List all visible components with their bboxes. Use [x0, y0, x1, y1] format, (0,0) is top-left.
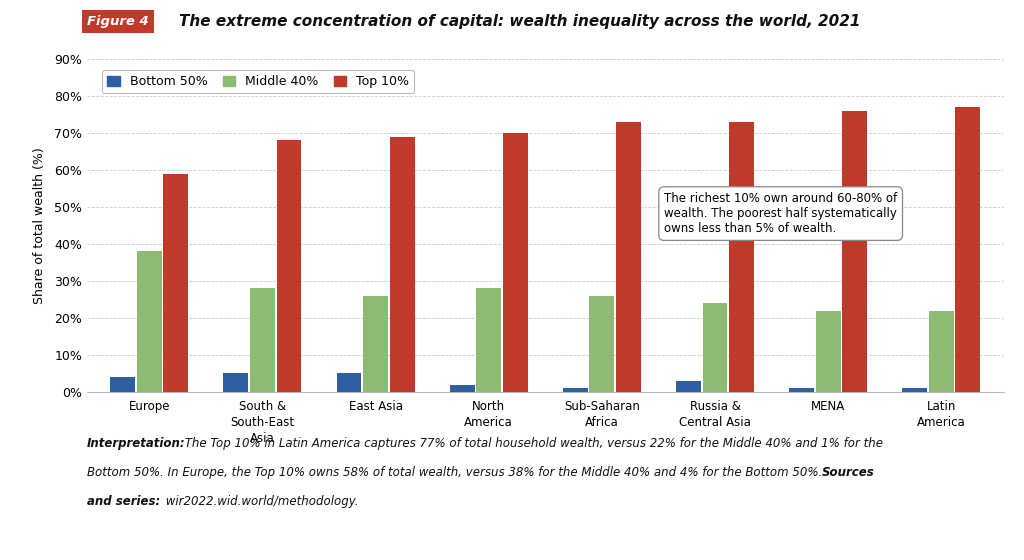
- Bar: [476, 288, 501, 392]
- Bar: [902, 388, 927, 392]
- Bar: [929, 311, 953, 392]
- Bar: [790, 388, 814, 392]
- Bar: [676, 381, 700, 392]
- Bar: [337, 374, 361, 392]
- Text: Figure 4: Figure 4: [87, 15, 148, 28]
- Y-axis label: Share of total wealth (%): Share of total wealth (%): [33, 147, 46, 304]
- Text: wir2022.wid.world/methodology.: wir2022.wid.world/methodology.: [162, 495, 358, 508]
- Text: The Top 10% in Latin America captures 77% of total household wealth, versus 22% : The Top 10% in Latin America captures 77…: [181, 437, 884, 450]
- Text: Sources: Sources: [822, 466, 876, 479]
- Text: Bottom 50%. In Europe, the Top 10% owns 58% of total wealth, versus 38% for the : Bottom 50%. In Europe, the Top 10% owns …: [87, 466, 826, 479]
- Legend: Bottom 50%, Middle 40%, Top 10%: Bottom 50%, Middle 40%, Top 10%: [102, 70, 414, 93]
- Bar: [616, 122, 641, 392]
- Bar: [816, 311, 841, 392]
- Bar: [503, 133, 527, 392]
- Text: The richest 10% own around 60-80% of
wealth. The poorest half systematically
own: The richest 10% own around 60-80% of wea…: [665, 192, 897, 235]
- Bar: [111, 377, 135, 392]
- Bar: [590, 296, 614, 392]
- Text: The extreme concentration of capital: wealth inequality across the world, 2021: The extreme concentration of capital: we…: [179, 14, 861, 29]
- Bar: [955, 107, 980, 392]
- Bar: [223, 374, 248, 392]
- Text: and series:: and series:: [87, 495, 161, 508]
- Bar: [450, 385, 474, 392]
- Bar: [702, 303, 727, 392]
- Bar: [390, 137, 415, 392]
- Text: Interpretation:: Interpretation:: [87, 437, 185, 450]
- Bar: [276, 140, 301, 392]
- Bar: [164, 174, 188, 392]
- Bar: [843, 111, 867, 392]
- Bar: [364, 296, 388, 392]
- Bar: [729, 122, 754, 392]
- Bar: [137, 251, 162, 392]
- Bar: [563, 388, 588, 392]
- Bar: [250, 288, 274, 392]
